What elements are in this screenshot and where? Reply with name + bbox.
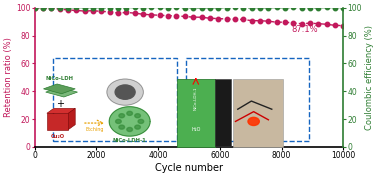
- Circle shape: [107, 79, 143, 105]
- Polygon shape: [46, 87, 77, 97]
- FancyBboxPatch shape: [53, 58, 177, 141]
- Polygon shape: [47, 113, 68, 130]
- Polygon shape: [109, 107, 150, 136]
- X-axis label: Cycle number: Cycle number: [155, 163, 223, 173]
- Text: NiCo-LDH-1: NiCo-LDH-1: [113, 138, 147, 144]
- Circle shape: [119, 125, 124, 129]
- Text: 87.1%: 87.1%: [291, 25, 318, 34]
- Circle shape: [248, 117, 259, 125]
- Polygon shape: [68, 108, 75, 130]
- Y-axis label: Retention ratio (%): Retention ratio (%): [4, 37, 13, 117]
- Text: Cu₂O: Cu₂O: [51, 134, 65, 139]
- Polygon shape: [233, 79, 283, 147]
- Text: H₂O: H₂O: [191, 127, 200, 132]
- Circle shape: [138, 119, 144, 124]
- Text: NiCo-LDH: NiCo-LDH: [45, 76, 73, 81]
- Y-axis label: Coulombic efficiency (%): Coulombic efficiency (%): [365, 25, 374, 130]
- Text: +: +: [56, 99, 65, 109]
- Circle shape: [115, 85, 135, 99]
- Polygon shape: [43, 84, 75, 94]
- Circle shape: [119, 114, 124, 118]
- Text: Etching: Etching: [85, 127, 104, 132]
- Polygon shape: [215, 79, 231, 146]
- Text: NiCo-LDH-1: NiCo-LDH-1: [194, 87, 198, 110]
- Circle shape: [135, 125, 141, 129]
- Circle shape: [116, 119, 121, 124]
- FancyBboxPatch shape: [186, 58, 310, 141]
- Polygon shape: [177, 79, 215, 147]
- Circle shape: [135, 114, 141, 118]
- Circle shape: [127, 127, 132, 132]
- Polygon shape: [47, 108, 75, 113]
- Circle shape: [127, 111, 132, 115]
